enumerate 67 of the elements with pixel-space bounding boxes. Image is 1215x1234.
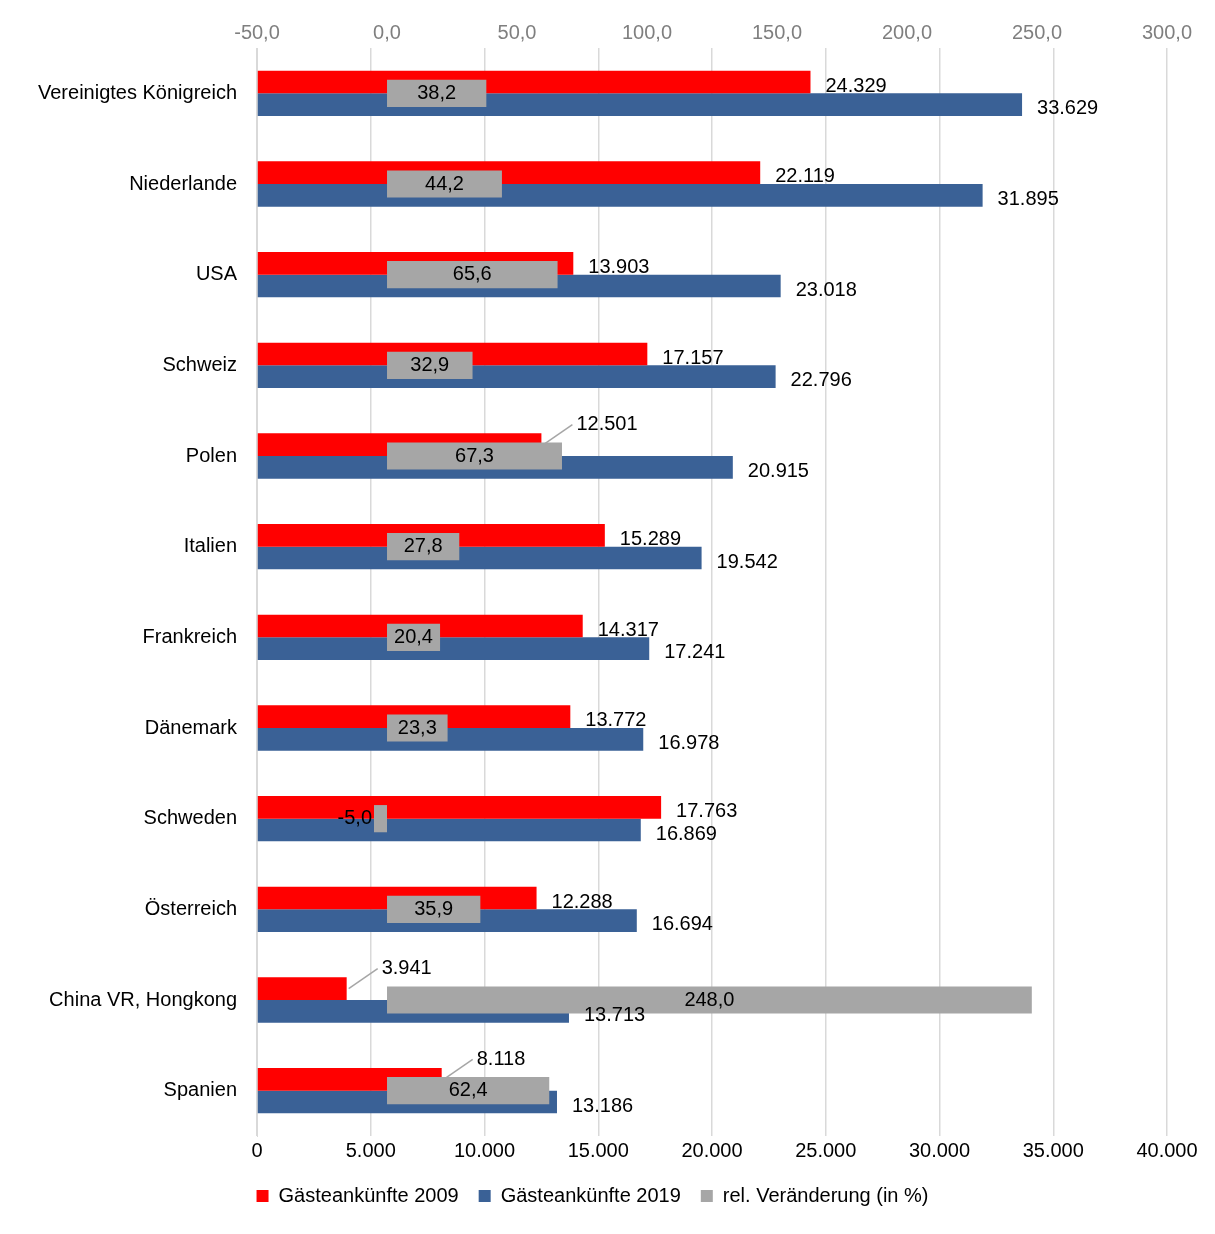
y-tick-label: Schweden [143, 806, 238, 829]
data-label: 17.763 [676, 798, 738, 821]
data-label: 3.941 [381, 956, 432, 979]
data-label: 62,4 [448, 1078, 488, 1101]
y-tick-label: USA [195, 262, 238, 285]
y-tick-label: Dänemark [144, 715, 238, 738]
x-tick-label: 0 [251, 1138, 263, 1161]
data-label: 13.903 [588, 254, 650, 277]
data-label: 19.542 [716, 549, 778, 572]
data-label: 248,0 [684, 987, 735, 1010]
data-label: 23,3 [397, 715, 437, 738]
x2-tick-label: 50,0 [497, 20, 537, 43]
data-label: 31.895 [997, 186, 1059, 209]
x2-tick-label: 0,0 [373, 20, 401, 43]
legend-label: Gästeankünfte 2009 [278, 1183, 459, 1206]
data-label: 32,9 [410, 352, 450, 375]
legend-label: Gästeankünfte 2019 [500, 1183, 681, 1206]
data-label: 8.118 [476, 1046, 526, 1069]
x-tick-label: 35.000 [1022, 1138, 1084, 1161]
data-label: 67,3 [455, 443, 494, 466]
data-label: 20,4 [394, 624, 433, 647]
y-tick-label: Spanien [163, 1078, 238, 1101]
y-tick-label: China VR, Hongkong [49, 987, 238, 1010]
data-label: 12.288 [551, 889, 613, 912]
data-label: 17.241 [664, 640, 726, 663]
x-tick-label: 5.000 [345, 1138, 396, 1161]
data-label: 20.915 [747, 458, 809, 481]
data-label: 33.629 [1037, 96, 1099, 119]
x-tick-label: 30.000 [908, 1138, 971, 1161]
data-label: 16.694 [651, 912, 713, 935]
data-label: 13.713 [583, 1002, 646, 1025]
data-label: 17.157 [662, 345, 724, 368]
y-tick-label: Polen [185, 443, 238, 466]
data-label: 13.186 [571, 1093, 634, 1116]
x2-tick-label: 200,0 [881, 20, 933, 43]
legend-label: rel. Veränderung (in %) [722, 1183, 929, 1206]
y-tick-label: Schweiz [162, 352, 238, 375]
data-label: 23.018 [795, 277, 857, 300]
y-tick-label: Vereinigtes Königreich [38, 80, 238, 103]
x-tick-label: 25.000 [795, 1138, 857, 1161]
data-label: 27,8 [403, 534, 443, 557]
y-tick-label: Frankreich [142, 624, 238, 647]
data-label: 12.501 [576, 412, 638, 435]
data-label: 22.119 [775, 164, 835, 187]
x2-tick-label: 300,0 [1141, 20, 1193, 43]
y-tick-label: Österreich [144, 896, 238, 919]
data-label: 16.869 [655, 821, 717, 844]
data-label: 24.329 [825, 73, 887, 96]
x2-tick-label: -50,0 [234, 20, 280, 43]
data-label: 38,2 [417, 80, 457, 103]
x-tick-label: 40.000 [1136, 1138, 1198, 1161]
data-label: 22.796 [790, 368, 852, 391]
x2-tick-label: 100,0 [621, 20, 673, 43]
data-label: 13.772 [585, 708, 647, 731]
data-label: 15.289 [619, 526, 682, 549]
data-label: 14.317 [597, 617, 659, 640]
data-label: 65,6 [452, 262, 492, 285]
x-tick-label: 10.000 [453, 1138, 516, 1161]
data-label: 35,9 [414, 896, 454, 919]
y-tick-label: Niederlande [129, 171, 238, 194]
x-tick-label: 20.000 [681, 1138, 743, 1161]
x2-tick-label: 250,0 [1011, 20, 1063, 43]
x-tick-label: 15.000 [567, 1138, 629, 1161]
data-label: 44,2 [425, 171, 464, 194]
data-label: 16.978 [658, 730, 720, 753]
y-tick-label: Italien [183, 534, 238, 557]
x2-tick-label: 150,0 [751, 20, 803, 43]
